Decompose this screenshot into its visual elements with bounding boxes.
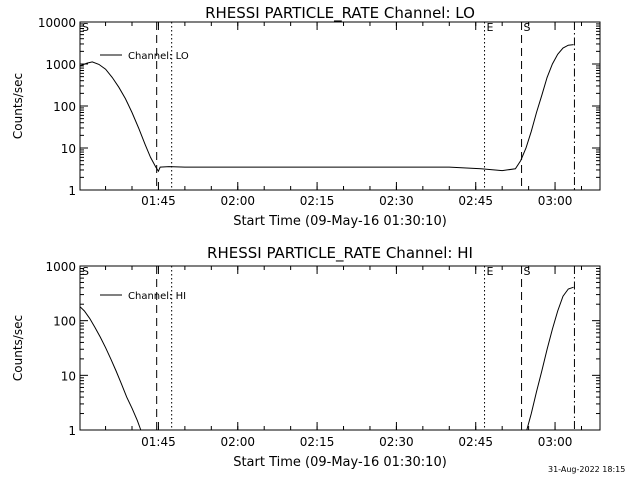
marker-label: S [524,265,531,278]
y-tick-label: 1 [68,424,76,438]
y-tick-label: 10 [61,142,76,156]
y-tick-label: 1 [68,184,76,198]
marker-label: S [524,21,531,34]
x-tick-label: 01:45 [141,435,176,449]
chart-title: RHESSI PARTICLE_RATE Channel: LO [205,4,475,23]
y-tick-label: 100 [53,315,76,329]
series-line [526,286,574,431]
y-axis-label: Counts/sec [11,73,25,139]
x-tick-label: 02:45 [458,194,493,208]
x-axis-label: Start Time (09-May-16 01:30:10) [233,455,447,470]
x-tick-label: 02:00 [220,194,255,208]
x-tick-label: 02:00 [220,435,255,449]
corner-label: S [82,21,89,34]
series-line [79,44,574,173]
x-tick-label: 02:30 [379,435,414,449]
footer-timestamp: 31-Aug-2022 18:15 [548,465,626,474]
corner-label: S [82,265,89,278]
x-axis-label: Start Time (09-May-16 01:30:10) [233,214,447,229]
y-tick-label: 1000 [45,58,76,72]
chart-title: RHESSI PARTICLE_RATE Channel: HI [207,244,473,263]
x-tick-label: 02:15 [300,435,335,449]
x-tick-label: 03:00 [538,194,573,208]
y-axis-label: Counts/sec [11,315,25,381]
series-line [79,306,142,431]
y-tick-label: 1000 [45,260,76,274]
y-tick-label: 10000 [38,16,76,30]
x-tick-label: 02:45 [458,435,493,449]
y-tick-label: 10 [61,369,76,383]
legend-label: Channel: HI [128,291,186,302]
y-tick-label: 100 [53,100,76,114]
x-tick-label: 02:15 [300,194,335,208]
x-tick-label: 03:00 [538,435,573,449]
plot-frame [79,265,601,431]
x-tick-label: 01:45 [141,194,176,208]
marker-label: E [487,265,494,278]
legend-label: Channel: LO [128,51,189,62]
marker-label: E [487,21,494,34]
x-tick-label: 02:30 [379,194,414,208]
